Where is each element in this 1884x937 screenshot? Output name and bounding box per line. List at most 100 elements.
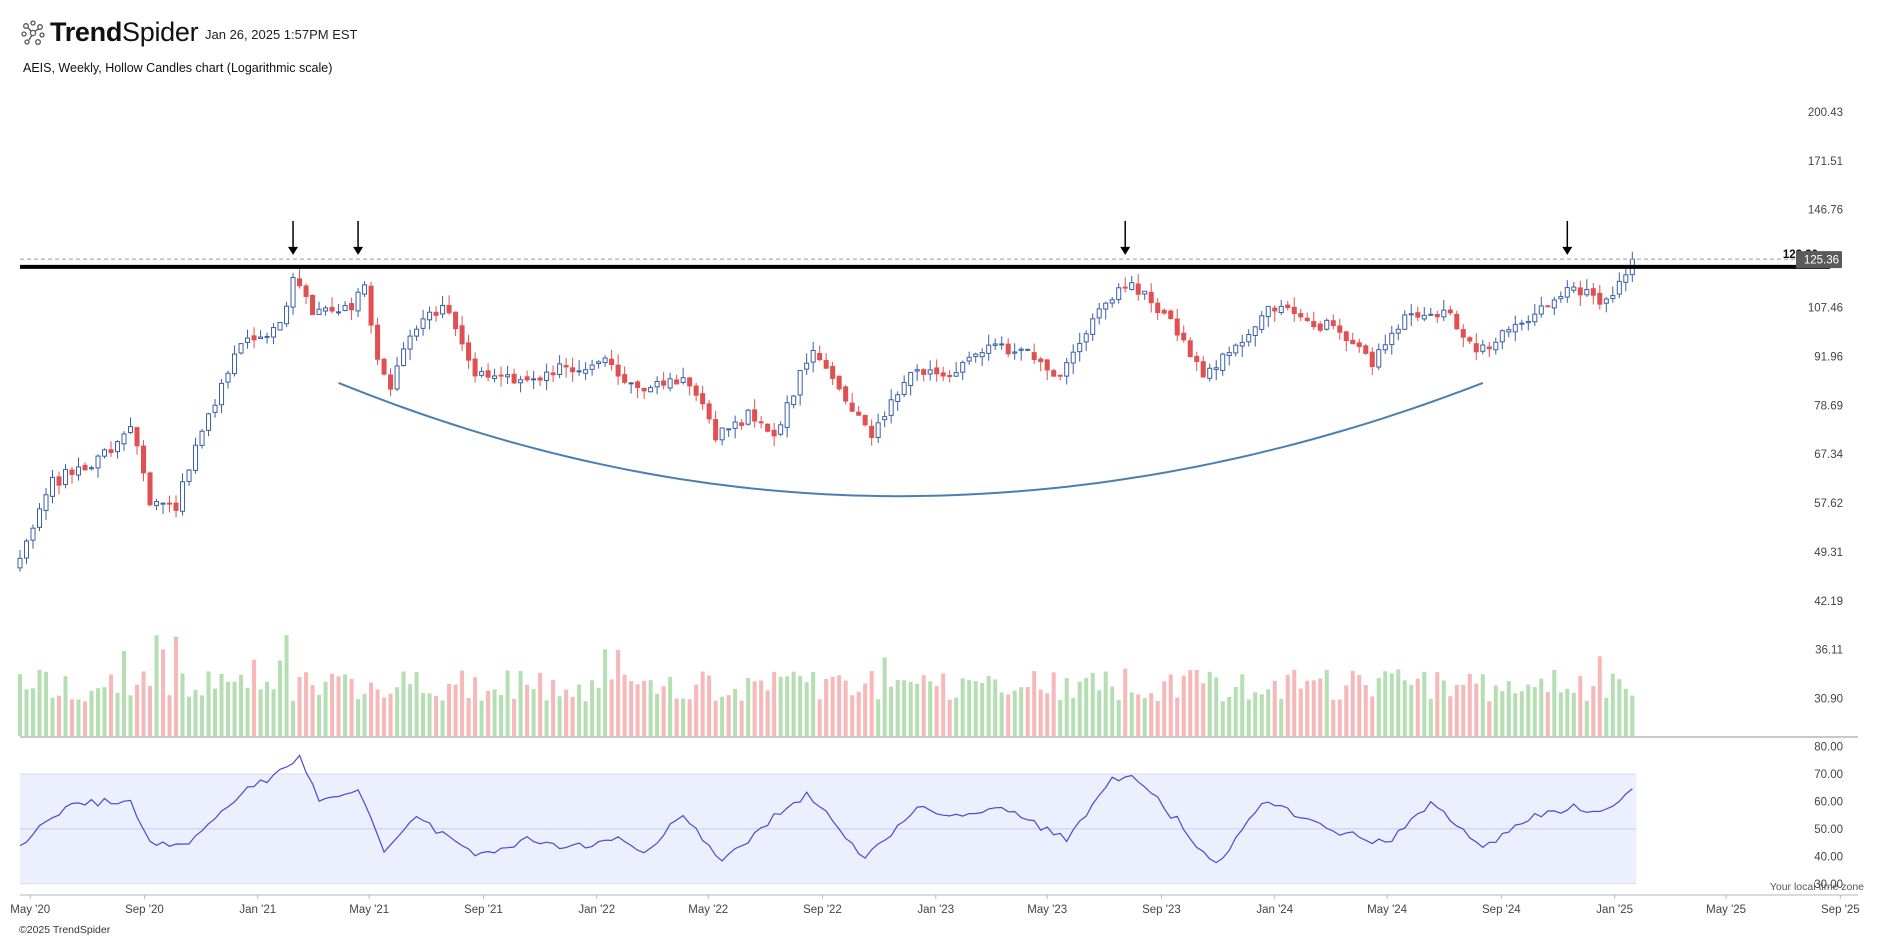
candle-body xyxy=(1324,319,1330,330)
candle-body xyxy=(1207,367,1213,379)
x-tick-label: May '22 xyxy=(688,904,728,916)
candle-body xyxy=(1298,313,1304,318)
candle-body xyxy=(1428,313,1434,316)
candle-body xyxy=(563,365,569,368)
candle-body xyxy=(1473,343,1479,353)
candle-body xyxy=(316,308,322,316)
x-tick-label: May '25 xyxy=(1706,904,1746,916)
volume-bar xyxy=(122,650,127,736)
x-tick-label: May '23 xyxy=(1027,904,1067,916)
volume-bar xyxy=(109,674,114,736)
candle-body xyxy=(1337,325,1343,333)
last-price-label: 125.36 xyxy=(1804,255,1839,267)
candle-body xyxy=(505,374,511,378)
volume-bar xyxy=(876,699,881,736)
candle-body xyxy=(1083,333,1089,343)
volume-bar xyxy=(284,635,289,736)
candle-body xyxy=(1584,289,1590,296)
candle-body xyxy=(576,370,582,373)
rsi-tick-label: 40.00 xyxy=(1814,851,1843,863)
candle-body xyxy=(583,369,589,374)
volume-bar xyxy=(609,679,614,736)
candle-body xyxy=(765,423,771,432)
candle-body xyxy=(1031,352,1037,361)
candle-body xyxy=(979,352,985,358)
volume-bar xyxy=(1012,690,1017,736)
trendspider-logo-icon xyxy=(21,19,45,45)
volume-bar xyxy=(1500,691,1505,736)
volume-bar xyxy=(141,671,146,736)
volume-bar xyxy=(1357,675,1362,736)
volume-bar xyxy=(1506,681,1511,736)
volume-bar xyxy=(206,671,211,736)
candle-body xyxy=(238,343,244,354)
volume-bar xyxy=(512,698,517,736)
rsi-layer xyxy=(19,754,1633,864)
candle-body xyxy=(1564,287,1570,298)
volume-bar xyxy=(115,692,120,736)
volume-bar xyxy=(174,636,179,736)
arrow-head xyxy=(1562,246,1573,255)
cup-curve xyxy=(338,381,1484,498)
candle-body xyxy=(128,426,134,434)
candle-body xyxy=(232,353,238,375)
volume-bar xyxy=(973,680,978,736)
candle-body xyxy=(1129,282,1135,290)
volume-bar xyxy=(1350,670,1355,736)
candle-body xyxy=(1168,310,1174,319)
candle-body xyxy=(947,374,953,377)
candle-body xyxy=(1421,314,1427,320)
chart-title: AEIS, Weekly, Hollow Candles chart (Loga… xyxy=(23,61,333,75)
candle-body xyxy=(518,379,524,384)
volume-bar xyxy=(882,657,887,736)
x-tick-label: May '24 xyxy=(1367,904,1408,916)
volume-bar xyxy=(1389,673,1394,736)
candle-body xyxy=(1343,331,1349,342)
volume-bar xyxy=(1019,687,1024,736)
candle-body xyxy=(1577,287,1583,296)
volume-bar xyxy=(161,649,166,736)
volume-bar xyxy=(1045,693,1050,736)
candle-body xyxy=(1155,302,1161,314)
volume-bar xyxy=(479,700,484,736)
down-arrow-icon xyxy=(1562,220,1573,255)
volume-bar xyxy=(1493,685,1498,736)
volume-bar xyxy=(1409,684,1414,736)
candle-body xyxy=(394,365,400,390)
volume-bar xyxy=(1623,688,1628,736)
candle-body xyxy=(680,377,686,383)
candle-body xyxy=(1181,332,1187,341)
candle-body xyxy=(732,421,738,429)
volume-bar xyxy=(1487,701,1492,736)
volume-bar xyxy=(1363,685,1368,736)
volume-bar xyxy=(226,681,231,736)
volume-bar xyxy=(1259,694,1264,736)
candle-body xyxy=(1519,322,1525,325)
candle-body xyxy=(745,409,751,425)
candle-body xyxy=(472,358,478,377)
x-tick-label: May '20 xyxy=(10,904,50,916)
candle-body xyxy=(836,375,842,390)
volume-bar xyxy=(531,689,536,736)
candle-body xyxy=(843,386,849,402)
timezone-note: Your local time zone xyxy=(1769,881,1864,893)
volume-bar xyxy=(1188,670,1193,736)
candle-body xyxy=(160,502,166,505)
candle-body xyxy=(1415,312,1421,318)
candle-body xyxy=(622,374,628,383)
volume-bar xyxy=(453,684,458,736)
x-tick-label: Jan '21 xyxy=(239,904,276,916)
volume-bar xyxy=(414,672,419,736)
volume-bar xyxy=(622,674,627,736)
volume-bar xyxy=(869,671,874,736)
volume-bar xyxy=(518,670,523,736)
candle-body xyxy=(1285,304,1291,309)
volume-bar xyxy=(1311,680,1316,736)
candle-body xyxy=(17,557,23,569)
volume-bar xyxy=(1305,680,1310,736)
candle-body xyxy=(1012,351,1018,354)
volume-bar xyxy=(570,696,575,736)
candle-body xyxy=(934,367,940,375)
candle-body xyxy=(368,285,374,326)
